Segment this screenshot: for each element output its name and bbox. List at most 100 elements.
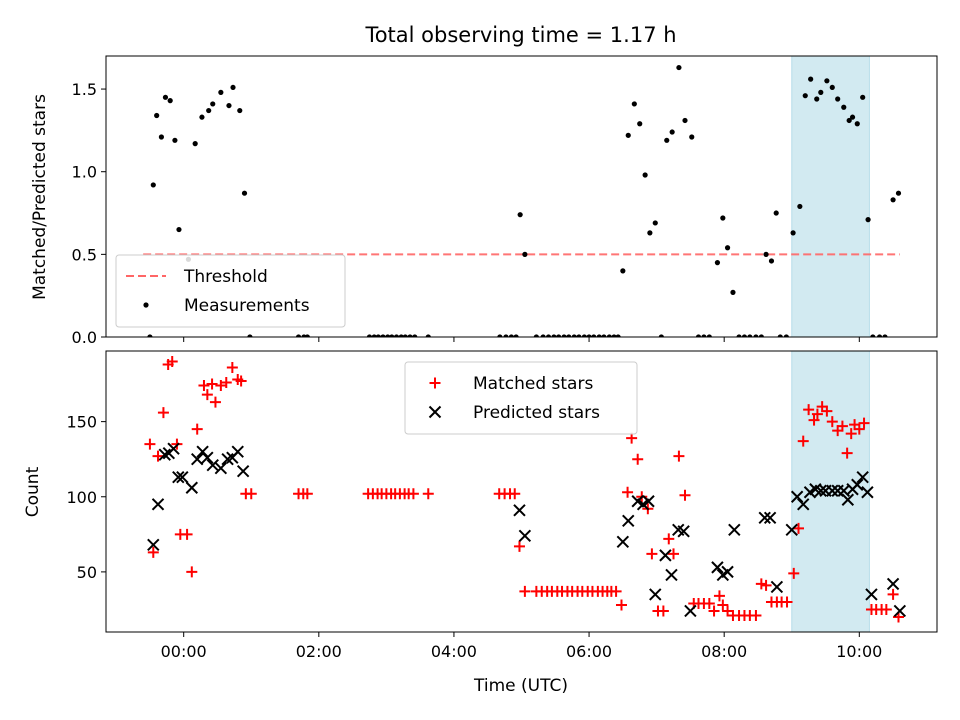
data-point bbox=[147, 546, 159, 558]
data-point bbox=[679, 489, 691, 501]
data-point bbox=[684, 604, 697, 618]
data-point bbox=[172, 137, 178, 143]
data-point bbox=[703, 597, 715, 609]
data-point bbox=[763, 511, 777, 525]
data-point bbox=[622, 486, 634, 498]
data-point bbox=[728, 523, 741, 537]
data-point bbox=[846, 117, 852, 124]
data-point bbox=[658, 334, 664, 337]
data-point bbox=[659, 549, 672, 562]
data-point bbox=[226, 102, 232, 109]
data-point bbox=[220, 377, 232, 389]
data-point bbox=[811, 408, 823, 420]
data-point bbox=[513, 504, 526, 517]
data-point bbox=[803, 404, 815, 416]
data-point bbox=[676, 64, 682, 71]
data-point bbox=[785, 523, 798, 537]
data-point bbox=[632, 453, 644, 465]
data-point bbox=[647, 230, 653, 236]
data-point bbox=[192, 141, 198, 147]
data-point bbox=[596, 334, 602, 337]
data-point bbox=[821, 405, 833, 417]
x-tick-label: 02:00 bbox=[296, 642, 342, 661]
data-point bbox=[625, 132, 631, 138]
data-point bbox=[797, 498, 810, 511]
x-tick-label: 00:00 bbox=[161, 642, 207, 661]
data-point bbox=[708, 605, 720, 617]
data-point bbox=[768, 258, 775, 264]
data-point bbox=[753, 334, 759, 337]
data-point bbox=[808, 76, 814, 82]
data-point bbox=[522, 251, 528, 257]
y-tick-label: 1.5 bbox=[72, 80, 97, 99]
x-axis-label: Time (UTC) bbox=[473, 676, 568, 696]
data-point bbox=[854, 121, 860, 127]
data-point bbox=[880, 603, 892, 615]
data-point bbox=[154, 112, 160, 119]
data-point bbox=[185, 481, 199, 494]
data-point bbox=[818, 89, 824, 95]
data-point bbox=[721, 565, 734, 579]
data-point bbox=[714, 260, 721, 266]
data-point bbox=[790, 490, 804, 503]
data-point bbox=[533, 334, 539, 337]
data-point bbox=[385, 334, 391, 337]
data-point bbox=[808, 414, 820, 426]
data-point bbox=[167, 442, 180, 455]
bottom-y-axis-label: Count bbox=[23, 466, 43, 517]
data-point bbox=[893, 604, 907, 618]
data-point bbox=[209, 396, 221, 408]
data-point bbox=[841, 493, 855, 506]
data-point bbox=[711, 561, 724, 574]
data-point bbox=[665, 568, 678, 582]
data-point bbox=[802, 93, 808, 99]
data-point bbox=[841, 447, 853, 459]
data-point bbox=[375, 334, 381, 337]
y-tick-label: 0.5 bbox=[72, 245, 97, 264]
x-tick-label: 06:00 bbox=[566, 642, 612, 661]
data-point bbox=[610, 585, 622, 597]
data-point bbox=[371, 334, 377, 337]
data-point bbox=[245, 488, 257, 500]
data-point bbox=[576, 334, 582, 337]
data-point bbox=[191, 423, 203, 435]
data-point bbox=[663, 533, 675, 545]
data-point bbox=[389, 334, 395, 337]
data-point bbox=[201, 451, 214, 464]
legend-label: Measurements bbox=[184, 296, 310, 316]
data-point bbox=[861, 486, 874, 499]
plot-area bbox=[143, 56, 902, 337]
data-point bbox=[814, 96, 820, 102]
data-point bbox=[783, 334, 789, 337]
data-point bbox=[226, 362, 238, 374]
data-point bbox=[508, 334, 514, 337]
data-point bbox=[230, 84, 236, 91]
top-panel: 0.0 0.5 1.0 1.5 Threshold Measurements bbox=[72, 55, 938, 347]
data-point bbox=[551, 334, 557, 337]
data-point bbox=[777, 334, 783, 337]
data-point bbox=[304, 334, 310, 337]
data-point bbox=[689, 134, 695, 140]
data-point bbox=[695, 334, 702, 337]
data-point bbox=[826, 484, 839, 497]
axes-frame bbox=[105, 350, 938, 633]
bottom-panel: 50 100 150 00:00 02:00 04:00 06:00 08:00 10:00 Ma… bbox=[66, 350, 938, 661]
y-tick-label: 0.0 bbox=[72, 328, 97, 347]
data-point bbox=[237, 107, 243, 114]
top-y-axis-label: Matched/Predicted stars bbox=[30, 94, 50, 300]
data-point bbox=[781, 596, 793, 608]
data-point bbox=[201, 389, 213, 401]
data-point bbox=[763, 251, 769, 257]
data-point bbox=[586, 334, 592, 337]
data-point bbox=[755, 578, 767, 590]
data-point bbox=[206, 107, 212, 114]
data-point bbox=[747, 334, 753, 337]
data-point bbox=[513, 540, 525, 552]
data-point bbox=[750, 609, 762, 621]
data-point bbox=[615, 334, 621, 337]
data-point bbox=[849, 114, 856, 120]
data-point bbox=[865, 588, 878, 601]
data-point bbox=[241, 190, 248, 196]
series-matched-stars bbox=[144, 356, 904, 623]
data-point bbox=[631, 101, 637, 107]
